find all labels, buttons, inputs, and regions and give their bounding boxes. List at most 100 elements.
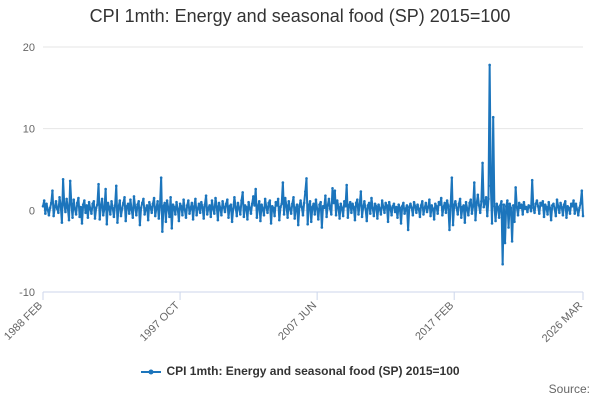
data-point[interactable] [142,197,145,201]
data-point[interactable] [169,195,172,199]
data-point[interactable] [560,205,564,209]
data-point[interactable] [53,205,57,209]
data-point[interactable] [205,213,209,216]
data-point[interactable] [175,200,178,204]
data-point[interactable] [548,206,552,210]
data-point[interactable] [114,184,118,188]
data-point[interactable] [339,202,343,206]
data-point[interactable] [314,198,318,202]
data-point[interactable] [144,207,148,210]
data-point[interactable] [328,207,332,210]
data-point[interactable] [125,204,129,208]
data-point[interactable] [441,213,444,217]
data-point[interactable] [44,212,47,215]
data-point[interactable] [337,205,340,209]
data-point[interactable] [183,208,187,211]
data-point[interactable] [163,201,167,205]
data-point[interactable] [365,219,369,223]
data-point[interactable] [93,217,97,220]
data-point[interactable] [287,200,291,203]
data-point[interactable] [408,205,411,209]
data-point[interactable] [463,221,467,224]
data-point[interactable] [124,219,128,223]
data-point[interactable] [213,212,216,215]
data-point[interactable] [545,205,548,209]
data-point[interactable] [295,203,299,206]
data-point[interactable] [340,206,344,210]
data-point[interactable] [569,202,573,206]
data-point[interactable] [382,205,385,209]
data-point[interactable] [457,202,461,206]
data-point[interactable] [234,205,237,209]
data-point[interactable] [338,217,341,220]
data-point[interactable] [131,216,135,219]
data-point[interactable] [546,213,549,216]
data-point[interactable] [188,212,191,215]
data-point[interactable] [519,206,522,210]
data-point[interactable] [255,216,259,219]
data-point[interactable] [145,204,149,207]
data-point[interactable] [507,226,510,229]
data-point[interactable] [67,218,71,222]
data-point[interactable] [104,187,107,191]
data-point[interactable] [325,215,328,219]
data-point[interactable] [305,177,308,180]
data-point[interactable] [522,200,526,204]
data-point[interactable] [322,206,326,210]
data-point[interactable] [237,206,241,210]
data-point[interactable] [364,207,367,210]
data-point[interactable] [330,213,333,216]
data-point[interactable] [464,200,468,204]
data-point[interactable] [517,201,521,205]
data-point[interactable] [352,205,356,209]
data-point[interactable] [112,215,116,219]
data-point[interactable] [309,220,313,224]
data-point[interactable] [379,213,383,216]
data-point[interactable] [425,210,429,214]
data-point[interactable] [256,204,260,208]
data-point[interactable] [200,200,203,204]
data-point[interactable] [116,221,119,224]
data-point[interactable] [216,218,220,222]
data-point[interactable] [143,213,146,216]
data-point[interactable] [477,204,481,207]
data-point[interactable] [573,212,577,215]
data-point[interactable] [86,216,90,219]
data-point[interactable] [92,200,96,203]
data-point[interactable] [515,205,519,209]
data-point[interactable] [506,199,509,202]
data-point[interactable] [443,201,447,205]
data-point[interactable] [288,207,292,210]
data-point[interactable] [261,207,265,210]
data-point[interactable] [403,212,406,215]
data-point[interactable] [493,204,496,208]
data-point[interactable] [374,204,378,208]
data-point[interactable] [317,218,320,221]
data-point[interactable] [155,206,158,210]
data-point[interactable] [346,216,350,219]
data-point[interactable] [521,213,525,216]
data-point[interactable] [520,203,523,206]
data-point[interactable] [501,262,504,266]
data-point[interactable] [158,204,162,207]
data-point[interactable] [510,240,514,243]
data-point[interactable] [162,204,165,208]
data-point[interactable] [85,204,89,207]
data-point[interactable] [87,200,91,204]
data-point[interactable] [110,200,113,203]
data-point[interactable] [462,204,465,207]
data-point[interactable] [222,205,226,209]
data-point[interactable] [468,201,471,205]
data-point[interactable] [119,214,123,218]
data-point[interactable] [542,215,546,219]
data-point[interactable] [534,202,538,206]
data-point[interactable] [398,206,402,210]
data-point[interactable] [348,200,352,204]
data-point[interactable] [395,205,398,209]
data-point[interactable] [438,203,442,206]
data-point[interactable] [91,202,94,206]
data-point[interactable] [415,211,418,215]
data-point[interactable] [452,204,456,207]
data-point[interactable] [393,210,397,214]
data-point[interactable] [133,205,137,209]
